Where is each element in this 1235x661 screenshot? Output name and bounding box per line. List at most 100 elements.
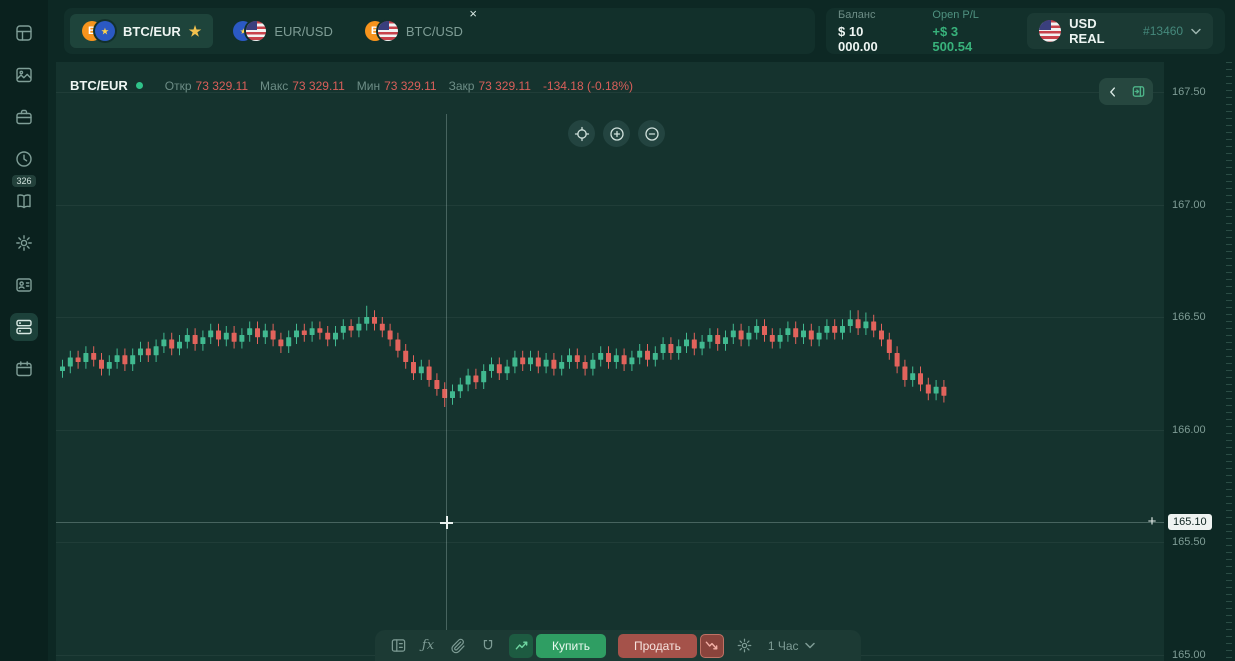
dashboard-icon: [16, 25, 32, 41]
sidebar-journal-button[interactable]: [10, 187, 38, 215]
open-pl-label: Open P/L: [932, 8, 979, 21]
crosshair-marker: [440, 516, 453, 529]
orders-panel-icon: [391, 639, 405, 652]
gridline: [56, 317, 1164, 318]
chart-header: BTC/EUR Откр 73 329.11 Макс 73 329.11 Мин 7…: [70, 78, 633, 93]
change-value: -134.18 (-0.18%): [542, 78, 633, 93]
tab-label: BTC/EUR: [123, 23, 181, 39]
add-order-button[interactable]: +: [1147, 513, 1157, 530]
profile-card-icon: [16, 278, 32, 292]
timeframe-label: 1 Час: [767, 638, 799, 653]
sidebar-charts-button[interactable]: [10, 61, 38, 89]
price-axis[interactable]: 165.10 167.50 167.00 166.50 166.00 165.50 165…: [1164, 62, 1235, 661]
trend-up-icon: [515, 641, 527, 650]
account-selector[interactable]: USD REAL #13460: [1027, 13, 1213, 49]
gear-icon: [16, 235, 32, 251]
trend-up-button[interactable]: [509, 633, 533, 658]
trend-down-icon: [705, 641, 718, 650]
toolbar-settings-button[interactable]: [736, 637, 754, 655]
tab-btc-usd[interactable]: B BTC/USD ×: [353, 7, 477, 48]
timeframe-selector[interactable]: 1 Час: [768, 639, 815, 653]
ohlc-close: Закр 73 329.11: [448, 78, 531, 93]
zoom-in-icon: [609, 126, 624, 141]
sidebar-portfolio-button[interactable]: [10, 103, 38, 131]
sidebar-terminal-button[interactable]: [10, 313, 38, 341]
ohlc-row: Откр 73 329.11 Макс 73 329.11 Мин 73 329.11…: [165, 79, 633, 93]
sidebar-settings-button[interactable]: [10, 229, 38, 257]
ohlc-low: Мин 73 329.11: [356, 78, 437, 93]
us-flag-icon: [377, 21, 398, 41]
trend-down-button[interactable]: [699, 633, 724, 658]
zoom-out-icon: [644, 126, 659, 141]
sell-button[interactable]: Продать: [617, 633, 697, 658]
chart-corner-controls: [1099, 78, 1153, 105]
ohlc-open: Откр 73 329.11: [164, 78, 249, 93]
ohlc-high: Макс 73 329.11: [260, 78, 345, 93]
tab-eur-usd[interactable]: ★ EUR/USD: [221, 14, 345, 48]
balance-stat: Баланс $ 10 000.00: [838, 9, 906, 54]
crosshair-vertical-line: [446, 114, 447, 630]
pair-coins: ★: [233, 21, 267, 41]
indicators-fx-button[interactable]: ƒx: [421, 638, 435, 653]
sell-group: Продать: [617, 633, 724, 658]
gallery-icon: [16, 67, 32, 83]
chart-symbol: BTC/EUR: [70, 78, 128, 93]
sidebar: 326: [0, 0, 48, 661]
orders-panel-button[interactable]: [389, 637, 407, 655]
chevron-down-icon: [1191, 28, 1201, 34]
price-axis-label: 165.00: [1172, 648, 1206, 661]
notification-badge: 326: [12, 175, 36, 187]
trade-toolbar: ƒx Купить Продать 1 Час: [375, 630, 861, 661]
gridline: [56, 92, 1164, 93]
sidebar-calendar-button[interactable]: [10, 355, 38, 383]
chart-area[interactable]: BTC/EUR Откр 73 329.11 Макс 73 329.11 Мин 7…: [56, 62, 1164, 661]
account-number: #13460: [1143, 24, 1184, 38]
gridline: [56, 204, 1164, 206]
open-pl-value: +$ 3 500.54: [932, 23, 973, 54]
magnet-icon: [483, 639, 493, 649]
chevron-left-button[interactable]: [1102, 81, 1124, 103]
panel-expand-icon: [1132, 86, 1145, 97]
attach-icon: [451, 638, 465, 653]
attach-button[interactable]: [449, 637, 467, 655]
close-tab-icon[interactable]: ×: [469, 6, 477, 21]
chart-controls: [568, 120, 665, 147]
balance-label: Баланс: [838, 8, 876, 21]
price-axis-label: 167.50: [1172, 86, 1206, 98]
account-name: USD REAL: [1069, 16, 1105, 46]
price-axis-label: 166.50: [1172, 311, 1206, 323]
zoom-in-button[interactable]: [603, 120, 630, 147]
pair-coins: B ★: [82, 21, 115, 41]
gridline: [56, 542, 1164, 543]
eur-flag-icon: ★: [95, 21, 115, 41]
calendar-icon: [16, 361, 32, 377]
zoom-out-button[interactable]: [638, 120, 665, 147]
panel-expand-button[interactable]: [1128, 81, 1150, 103]
history-clock-icon: [16, 151, 32, 167]
pair-coins: B: [364, 21, 398, 41]
tab-btc-eur[interactable]: B ★ BTC/EUR ★: [70, 14, 214, 48]
locate-button[interactable]: [568, 120, 595, 147]
server-stack-icon: [16, 319, 32, 335]
tab-label: BTC/USD: [405, 23, 463, 39]
account-panel: Баланс $ 10 000.00 Open P/L +$ 3 500.54 …: [826, 8, 1225, 54]
chevron-left-icon: [1110, 86, 1116, 97]
tab-label: EUR/USD: [274, 23, 333, 39]
buy-button[interactable]: Купить: [536, 633, 606, 658]
live-dot-icon: [135, 82, 143, 89]
magnet-button[interactable]: [479, 637, 497, 655]
price-axis-label: 165.50: [1172, 536, 1206, 548]
sidebar-profile-button[interactable]: [10, 271, 38, 299]
instrument-tabs: B ★ BTC/EUR ★ ★ EUR/USD B BTC/USD ×: [64, 7, 815, 54]
locate-icon: [574, 126, 589, 141]
favorite-star-icon[interactable]: ★: [188, 23, 202, 39]
sidebar-history-button[interactable]: [10, 145, 38, 173]
candlestick-chart[interactable]: [56, 62, 1164, 661]
price-axis-label: 166.00: [1172, 423, 1206, 436]
balance-value: $ 10 000.00: [838, 23, 878, 54]
sidebar-dashboard-button[interactable]: [10, 19, 38, 47]
briefcase-icon: [16, 109, 32, 125]
gridline: [56, 429, 1164, 431]
open-pl-stat: Open P/L +$ 3 500.54: [932, 9, 1001, 54]
